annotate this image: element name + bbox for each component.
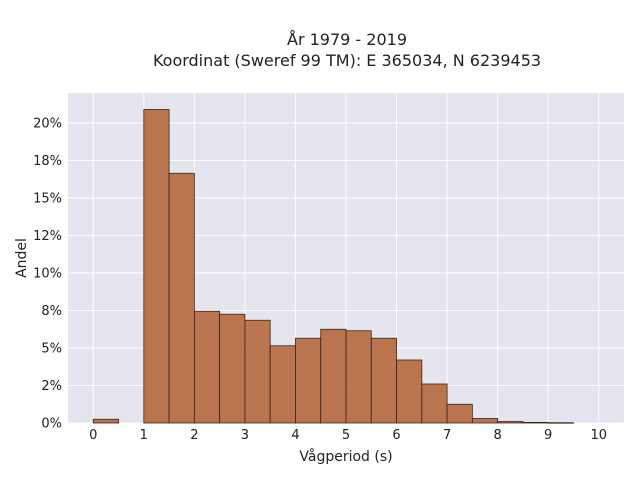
bar-3: [168, 172, 195, 424]
x-tick-label-1: 1: [140, 428, 148, 443]
bar-9: [320, 328, 347, 424]
chart-title-line1: År 1979 - 2019: [287, 30, 407, 49]
x-tick-label-7: 7: [443, 428, 451, 443]
y-tick-label-4: 10%: [33, 267, 62, 282]
bar-6: [244, 319, 271, 424]
x-tick-label-8: 8: [493, 428, 501, 443]
y-tick-label-3: 8%: [41, 304, 62, 319]
bar-14: [446, 403, 473, 424]
bar-13: [421, 383, 448, 424]
x-tick-label-4: 4: [291, 428, 299, 443]
bar-2: [143, 109, 170, 424]
x-ticks: 0 1 2 3 4 5 6 7 8 9 10: [89, 428, 607, 443]
x-tick-label-0: 0: [89, 428, 97, 443]
bar-0: [92, 418, 119, 424]
bars: [92, 109, 574, 424]
y-tick-label-5: 12%: [33, 229, 62, 244]
bar-4: [193, 310, 221, 424]
x-tick-label-10: 10: [590, 428, 607, 443]
y-tick-label-2: 5%: [41, 342, 62, 357]
bar-5: [219, 313, 246, 424]
x-tick-label-2: 2: [190, 428, 198, 443]
y-tick-label-7: 18%: [33, 154, 62, 169]
bar-17: [522, 421, 549, 424]
y-axis-label: Andel: [14, 238, 30, 278]
bar-7: [269, 345, 296, 424]
bar-12: [396, 359, 423, 424]
bar-10: [345, 330, 372, 424]
grid: [68, 93, 624, 424]
x-axis-label: Vågperiod (s): [299, 448, 392, 465]
x-tick-label-6: 6: [392, 428, 400, 443]
bar-18: [547, 422, 574, 424]
x-tick-label-3: 3: [241, 428, 249, 443]
y-tick-label-1: 2%: [41, 379, 62, 394]
bar-11: [370, 337, 397, 424]
y-tick-label-0: 0%: [41, 417, 62, 432]
bar-8: [295, 337, 322, 424]
x-tick-label-5: 5: [342, 428, 350, 443]
y-tick-label-6: 15%: [33, 192, 62, 207]
chart-title-line2: Koordinat (Sweref 99 TM): E 365034, N 62…: [153, 51, 541, 70]
y-tick-label-8: 20%: [33, 117, 62, 132]
bar-15: [471, 418, 499, 424]
bar-16: [497, 421, 524, 424]
y-ticks: 0% 2% 5% 8% 10% 12% 15% 18% 20%: [33, 117, 62, 432]
x-tick-label-9: 9: [544, 428, 552, 443]
